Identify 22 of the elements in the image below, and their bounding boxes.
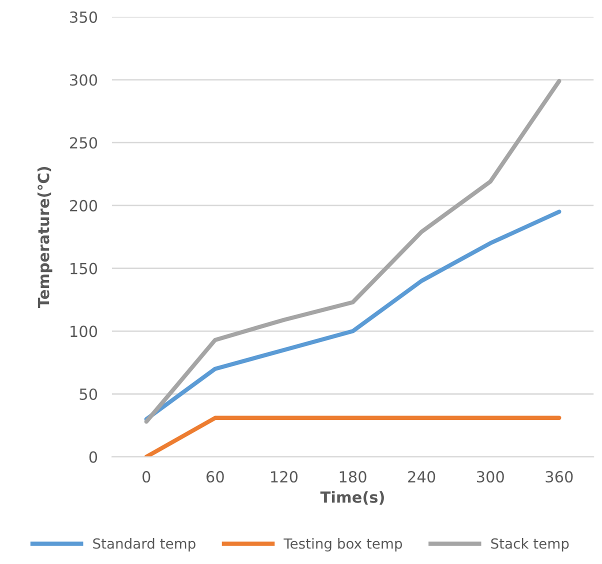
y-tick-label: 200 — [70, 200, 98, 212]
x-tick-label: 180 — [340, 471, 366, 483]
x-tick-label: 0 — [142, 471, 150, 483]
y-tick-label: 350 — [70, 11, 98, 23]
x-tick-label: 60 — [206, 471, 224, 483]
y-axis-title: Temperature(℃) — [37, 167, 52, 308]
y-tick-label: 100 — [70, 326, 98, 338]
x-tick-label: 120 — [271, 471, 298, 483]
legend-label: Testing box temp — [284, 538, 402, 552]
line-series — [144, 210, 562, 422]
x-axis-title: Time(s) — [320, 491, 384, 505]
y-tick-label: 150 — [70, 262, 98, 274]
legend-label: Stack temp — [491, 538, 569, 552]
x-tick-label: 300 — [476, 471, 504, 483]
y-tick-label: 0 — [89, 451, 98, 463]
line-series — [144, 78, 562, 424]
y-tick-label: 300 — [70, 74, 98, 86]
x-tick-label: 240 — [408, 471, 436, 483]
legend-label: Standard temp — [93, 538, 196, 552]
y-tick-label: 250 — [70, 137, 98, 149]
x-tick-label: 360 — [546, 471, 573, 483]
y-tick-label: 50 — [80, 388, 98, 400]
